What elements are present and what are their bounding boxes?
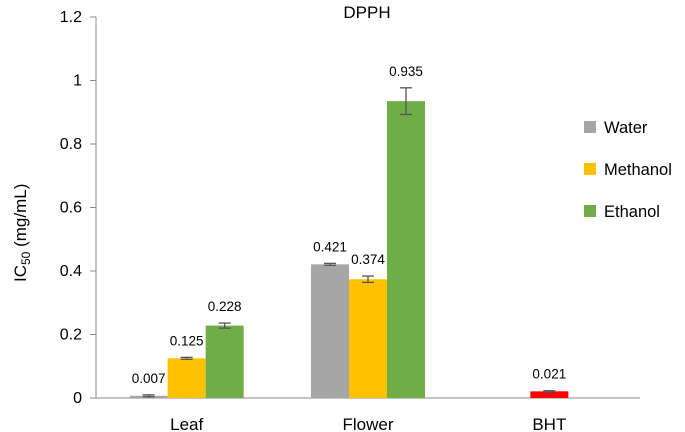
legend-swatch [584, 205, 596, 217]
y-tick-label: 1.2 [60, 9, 82, 26]
x-category-label: Flower [342, 415, 393, 432]
y-tick-label: 0.2 [60, 327, 82, 344]
legend-swatch [584, 163, 596, 175]
data-label: 0.421 [313, 239, 347, 254]
data-label: 0.935 [389, 64, 423, 79]
bar [311, 264, 349, 398]
y-axis-label-sub: 50 [19, 251, 33, 265]
y-tick-label: 1 [73, 73, 82, 90]
y-axis-ticks: 0 0.2 0.4 0.6 0.8 1 1.2 [60, 9, 96, 407]
data-label: 0.374 [351, 252, 385, 267]
x-category-label: BHT [532, 415, 566, 432]
y-axis-label-main: IC [11, 265, 30, 282]
legend-swatch [584, 121, 596, 133]
legend: Water Methanol Ethanol [584, 119, 672, 221]
bar [167, 358, 206, 398]
legend-label: Methanol [604, 161, 672, 179]
bar [387, 101, 425, 398]
data-label: 0.007 [132, 371, 166, 386]
bar [530, 391, 569, 398]
data-label: 0.125 [170, 333, 204, 348]
y-tick-label: 0 [73, 390, 82, 407]
legend-label: Water [604, 119, 648, 137]
y-axis-label: IC50 (mg/mL) [11, 184, 33, 282]
y-tick-label: 0.8 [60, 136, 82, 153]
x-category-label: Leaf [170, 415, 203, 432]
plot-area: Leaf Flower BHT 0.007 0.125 0.228 0.421 0.374 0.… [95, 17, 640, 432]
data-label: 0.228 [208, 299, 242, 314]
bar [349, 279, 387, 398]
data-label: 0.021 [532, 367, 566, 382]
y-axis-label-rest: (mg/mL) [11, 184, 30, 252]
bar [205, 325, 244, 398]
chart-title: DPPH [343, 3, 390, 22]
y-tick-label: 0.4 [60, 263, 82, 280]
y-tick-label: 0.6 [60, 200, 82, 217]
legend-label: Ethanol [604, 203, 660, 221]
